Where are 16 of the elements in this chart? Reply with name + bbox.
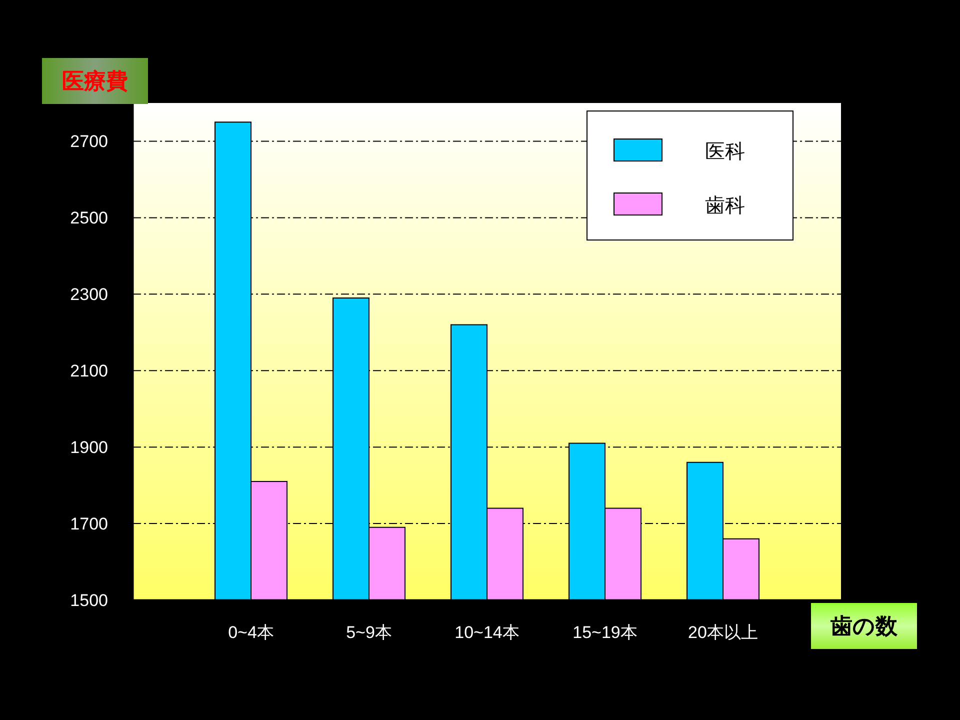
x-axis-title: 歯の数 — [830, 614, 898, 639]
x-tick-label: 10~14本 — [454, 622, 520, 642]
y-tick-label: 2100 — [70, 362, 108, 381]
x-tick-label: 20本以上 — [688, 622, 758, 642]
x-tick-label: 15~19本 — [572, 622, 638, 642]
y-tick-label: 1900 — [70, 438, 108, 458]
y-tick-label: 2300 — [70, 285, 108, 304]
y-tick-label: 1500 — [70, 590, 108, 610]
x-tick-label: 0~4本 — [228, 622, 274, 642]
y-tick-label: 2700 — [70, 132, 108, 152]
legend-label: 歯科 — [705, 195, 745, 217]
x-tick-label: 5~9本 — [346, 622, 392, 642]
y-axis-title: 医療費 — [62, 68, 128, 94]
y-tick-label: 2500 — [70, 208, 108, 228]
y-tick-label: 1700 — [70, 514, 108, 534]
legend-label: 医科 — [705, 141, 745, 163]
